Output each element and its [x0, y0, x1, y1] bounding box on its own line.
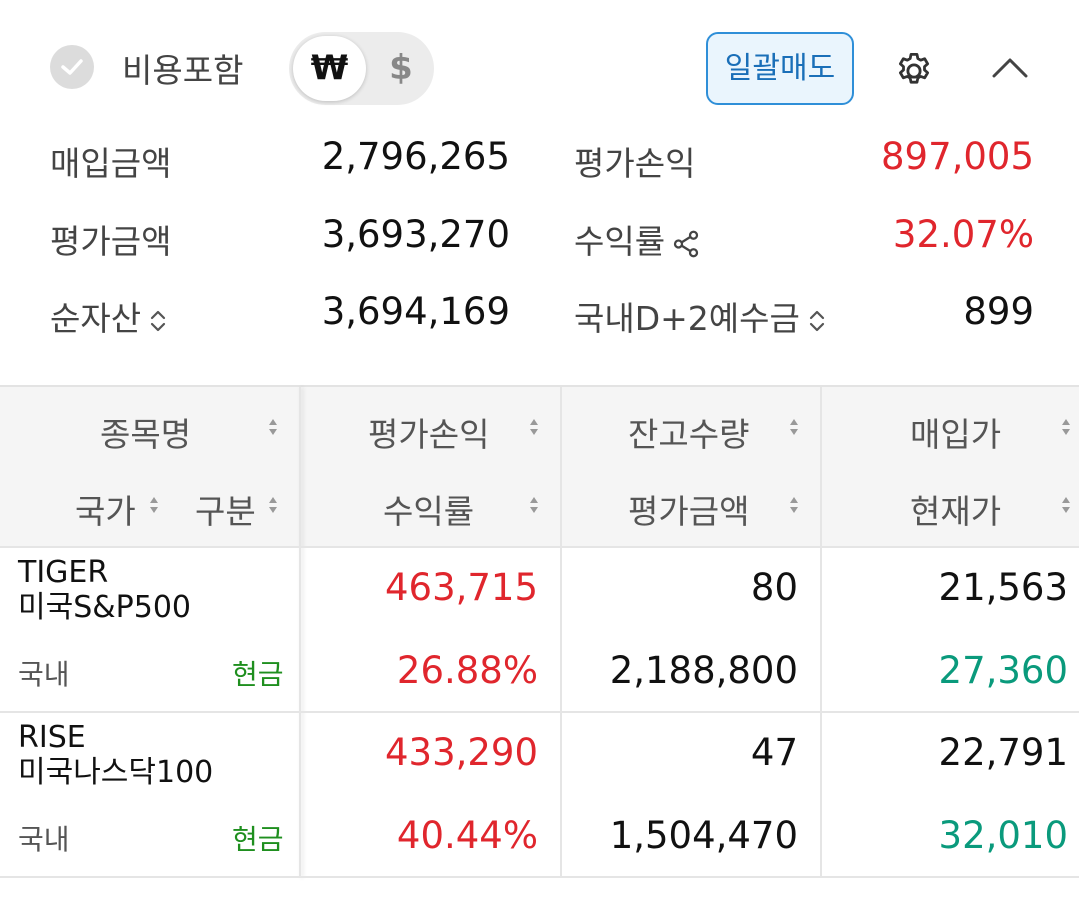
deposit-label-group[interactable]: 국내D+2예수금 — [574, 292, 828, 340]
purchase-price-cell: 21,563 — [938, 566, 1068, 609]
holdings-table: 종목명 평가손익 잔고수량 매입가 국가 구분 수익률 평가금액 현재가 TIG… — [0, 385, 1079, 878]
quantity-cell: 80 — [750, 566, 798, 609]
include-cost-label[interactable]: 비용포함 — [122, 51, 244, 90]
stock-category: 현금 — [232, 823, 284, 856]
eval-profit-label: 평가손익 — [574, 144, 696, 183]
return-rate-label-group[interactable]: 수익률 — [574, 215, 701, 263]
share-icon[interactable] — [671, 229, 701, 259]
return-rate-label: 수익률 — [574, 222, 666, 261]
sort-icon[interactable] — [788, 417, 800, 437]
net-assets-label-group[interactable]: 순자산 — [50, 292, 169, 340]
header-country[interactable]: 국가 — [75, 492, 136, 531]
deposit-label: 국내D+2예수금 — [574, 299, 800, 338]
currency-usd-option[interactable]: $ — [389, 48, 413, 88]
return-rate-cell: 26.88% — [396, 649, 538, 692]
check-icon — [61, 59, 83, 75]
chevron-updown-icon — [809, 310, 824, 331]
current-price-cell: 32,010 — [938, 814, 1068, 857]
stock-country: 국내 — [18, 823, 70, 856]
eval-amount-value: 3,693,270 — [321, 213, 510, 256]
stock-country: 국내 — [18, 658, 70, 691]
stock-name-line2[interactable]: 미국S&P500 — [18, 590, 191, 625]
row-divider — [0, 546, 1079, 548]
stock-name-line2[interactable]: 미국나스닥100 — [18, 755, 214, 790]
sort-icon[interactable] — [1060, 495, 1072, 515]
eval-profit-value: 897,005 — [880, 135, 1034, 178]
purchase-amount-label: 매입금액 — [50, 144, 172, 183]
sort-icon[interactable] — [267, 495, 279, 515]
sort-icon[interactable] — [1060, 417, 1072, 437]
sort-icon[interactable] — [788, 495, 800, 515]
header-quantity[interactable]: 잔고수량 — [628, 415, 750, 454]
net-assets-value: 3,694,169 — [321, 290, 510, 333]
chevron-updown-icon — [150, 310, 166, 331]
collapse-button[interactable] — [988, 52, 1032, 82]
header-current-price[interactable]: 현재가 — [910, 492, 1002, 531]
stock-name-line1[interactable]: TIGER — [18, 555, 109, 590]
currency-toggle[interactable]: ₩ $ — [289, 32, 434, 105]
eval-profit-cell: 463,715 — [384, 566, 538, 609]
current-price-cell: 27,360 — [938, 649, 1068, 692]
quantity-cell: 47 — [750, 731, 798, 774]
row-divider — [0, 711, 1079, 713]
sort-icon[interactable] — [528, 495, 540, 515]
toolbar: 비용포함 ₩ $ 일괄매도 — [0, 0, 1079, 135]
header-return-rate[interactable]: 수익률 — [383, 492, 475, 531]
gear-icon — [898, 52, 930, 84]
header-category[interactable]: 구분 — [195, 492, 256, 531]
sort-icon[interactable] — [267, 417, 279, 437]
column-divider — [560, 387, 562, 878]
eval-amount-cell: 1,504,470 — [609, 814, 798, 857]
stock-category: 현금 — [232, 658, 284, 691]
column-divider — [820, 387, 822, 878]
sort-icon[interactable] — [148, 495, 160, 515]
header-name[interactable]: 종목명 — [100, 415, 192, 454]
chevron-up-icon — [992, 58, 1028, 78]
stock-name-line1[interactable]: RISE — [18, 720, 86, 755]
include-cost-checkbox[interactable] — [50, 45, 94, 89]
currency-won-option[interactable]: ₩ — [293, 36, 366, 101]
eval-amount-cell: 2,188,800 — [609, 649, 798, 692]
return-rate-cell: 40.44% — [396, 814, 538, 857]
header-purchase-price[interactable]: 매입가 — [910, 415, 1002, 454]
row-divider — [0, 876, 1079, 878]
settings-button[interactable] — [893, 50, 935, 92]
return-rate-value: 32.07% — [892, 213, 1034, 256]
purchase-amount-value: 2,796,265 — [321, 135, 510, 178]
column-divider — [299, 387, 301, 878]
eval-profit-cell: 433,290 — [384, 731, 538, 774]
table-header — [0, 387, 1079, 547]
sort-icon[interactable] — [528, 417, 540, 437]
header-eval-profit[interactable]: 평가손익 — [368, 415, 490, 454]
deposit-value: 899 — [963, 290, 1034, 333]
purchase-price-cell: 22,791 — [938, 731, 1068, 774]
net-assets-label: 순자산 — [50, 299, 142, 338]
sell-all-button[interactable]: 일괄매도 — [706, 32, 854, 105]
eval-amount-label: 평가금액 — [50, 222, 172, 261]
header-eval-amount[interactable]: 평가금액 — [628, 492, 750, 531]
